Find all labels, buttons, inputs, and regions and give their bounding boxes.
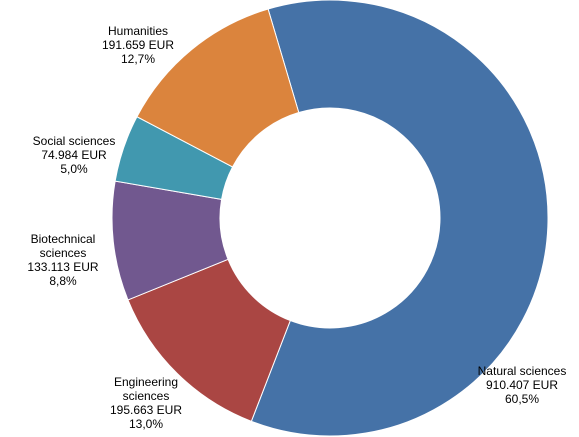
donut-slices [111, 0, 549, 437]
slice-label: Engineering sciences 195.663 EUR 13,0% [110, 375, 182, 431]
slice-labels: Natural sciences 910.407 EUR 60,5% Engineer… [27, 24, 566, 431]
donut-slice [136, 8, 300, 168]
donut-slice [250, 0, 549, 437]
slice-label: Biotechnical sciences 133.113 EUR 8,8% [27, 232, 98, 288]
slice-label: Natural sciences 910.407 EUR 60,5% [478, 364, 567, 406]
slice-label: Humanities 191.659 EUR 12,7% [102, 24, 174, 66]
slice-label: Social sciences 74.984 EUR 5,0% [33, 134, 116, 176]
